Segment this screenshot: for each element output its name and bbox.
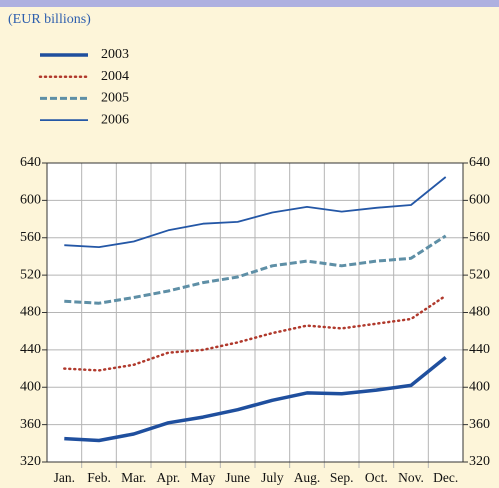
subtitle: (EUR billions)	[8, 12, 91, 27]
legend-label: 2005	[101, 91, 129, 106]
x-tick-label: Feb.	[87, 470, 111, 485]
x-tick-label: Apr.	[157, 470, 181, 485]
y2-tick-label: 560	[469, 230, 490, 245]
x-tick-label: July	[261, 470, 284, 485]
y2-tick-label: 320	[469, 454, 490, 469]
series-line	[64, 176, 447, 248]
x-tick-label: Sep.	[330, 470, 354, 485]
y-tick-label: 560	[20, 230, 41, 245]
x-tick-label: Jan.	[54, 470, 75, 485]
legend-label: 2003	[101, 47, 129, 62]
series-line	[64, 356, 447, 443]
x-tick-label: May	[191, 470, 216, 485]
series-line	[63, 294, 447, 372]
legend-label: 2004	[101, 69, 129, 84]
x-tick-label: Aug.	[294, 470, 321, 485]
y-tick-label: 400	[20, 379, 41, 394]
y-tick-label: 520	[20, 267, 41, 282]
y2-tick-label: 400	[469, 379, 490, 394]
y-tick-label: 320	[20, 454, 41, 469]
y2-tick-label: 640	[469, 155, 490, 170]
x-tick-label: Nov.	[398, 470, 424, 485]
legend-label: 2006	[101, 112, 129, 127]
x-tick-label: Mar.	[121, 470, 146, 485]
y2-tick-label: 480	[469, 305, 490, 320]
x-tick-label: Oct.	[365, 470, 388, 485]
plot-frame	[46, 162, 464, 463]
series-line	[64, 234, 447, 305]
y-tick-label: 640	[20, 155, 41, 170]
y2-tick-label: 360	[469, 417, 490, 432]
top-band	[0, 0, 499, 7]
y-tick-label: 480	[20, 305, 41, 320]
y-tick-label: 440	[20, 342, 41, 357]
y2-tick-label: 440	[469, 342, 490, 357]
x-tick-label: Dec.	[433, 470, 458, 485]
y2-tick-label: 600	[469, 193, 490, 208]
y-tick-label: 600	[20, 193, 41, 208]
y2-tick-label: 520	[469, 267, 490, 282]
y-tick-label: 360	[20, 417, 41, 432]
x-tick-label: June	[225, 470, 250, 485]
